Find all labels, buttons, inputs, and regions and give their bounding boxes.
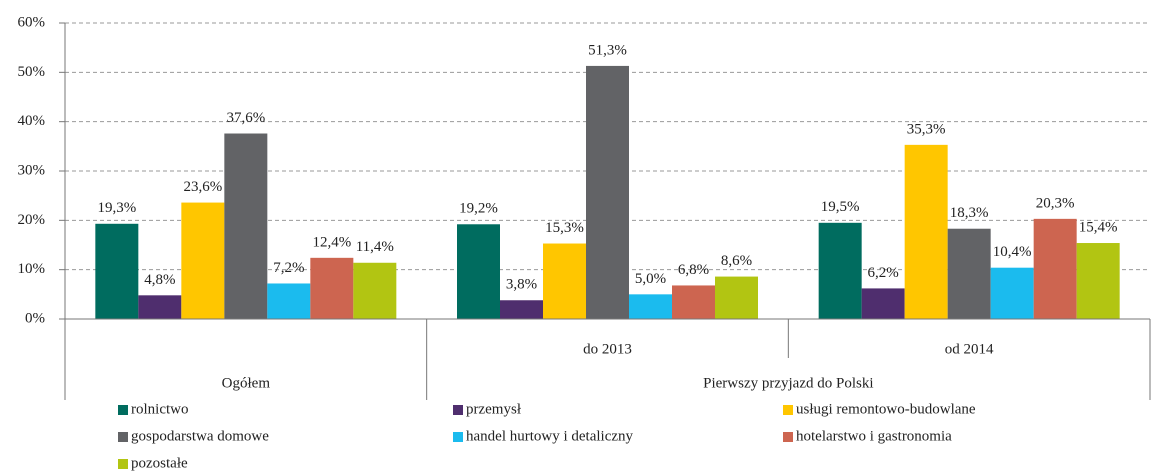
legend-label: rolnictwo: [131, 401, 189, 417]
bar: [543, 243, 586, 319]
legend-label: hotelarstwo i gastronomia: [796, 428, 952, 444]
bar: [457, 224, 500, 319]
legend-label: pozostałe: [131, 455, 188, 471]
value-label: 10,4%: [993, 244, 1032, 260]
category-group-label: Pierwszy przyjazd do Polski: [703, 375, 873, 391]
value-label: 15,4%: [1079, 219, 1118, 235]
bar: [95, 223, 139, 319]
legend-swatch: [783, 405, 793, 415]
bar: [500, 300, 543, 319]
bar: [353, 262, 397, 319]
value-label: 8,6%: [721, 253, 752, 269]
legend-label: przemysł: [466, 401, 522, 417]
bar: [181, 202, 225, 319]
value-label: 11,4%: [356, 239, 394, 255]
legend-swatch: [118, 432, 128, 442]
value-label: 7,2%: [273, 260, 304, 276]
legend-label: handel hurtowy i detaliczny: [466, 428, 634, 444]
bar: [861, 288, 905, 319]
value-label: 19,5%: [821, 199, 860, 215]
value-label: 35,3%: [907, 121, 946, 137]
bar: [904, 144, 948, 319]
legend-swatch: [118, 405, 128, 415]
bar: [1076, 243, 1120, 319]
x-tick-label: od 2014: [945, 341, 994, 357]
bar: [1033, 218, 1077, 319]
legend-swatch: [453, 432, 463, 442]
bar: [586, 65, 629, 319]
y-tick-label: 20%: [18, 212, 46, 228]
value-label: 19,3%: [97, 200, 136, 216]
value-label: 6,8%: [678, 262, 709, 278]
value-label: 15,3%: [545, 220, 584, 236]
value-label: 4,8%: [144, 272, 175, 288]
value-label: 3,8%: [506, 277, 537, 293]
legend-label: gospodarstwa domowe: [131, 428, 269, 444]
y-tick-label: 0%: [25, 310, 45, 326]
value-label: 6,2%: [868, 265, 899, 281]
y-tick-label: 30%: [18, 162, 46, 178]
value-label: 20,3%: [1036, 195, 1075, 211]
bar: [672, 285, 715, 319]
y-tick-label: 40%: [18, 113, 46, 129]
bar: [224, 133, 268, 319]
value-label: 51,3%: [588, 42, 627, 58]
bar: [715, 276, 758, 319]
value-label: 37,6%: [226, 110, 265, 126]
legend-label: usługi remontowo-budowlane: [796, 401, 976, 417]
bar: [629, 294, 672, 319]
y-tick-label: 10%: [18, 261, 46, 277]
bar: [947, 228, 991, 319]
bar: [310, 257, 354, 319]
legend-swatch: [453, 405, 463, 415]
bar: [990, 267, 1034, 319]
x-tick-label: do 2013: [583, 341, 632, 357]
y-tick-label: 60%: [18, 14, 46, 30]
y-tick-label: 50%: [18, 64, 46, 80]
bar: [267, 283, 311, 319]
x-tick-label: Ogółem: [222, 375, 271, 391]
value-label: 5,0%: [635, 271, 666, 287]
value-label: 12,4%: [312, 234, 351, 250]
bar: [818, 222, 862, 319]
bar: [138, 295, 182, 319]
value-label: 18,3%: [950, 205, 989, 221]
value-label: 23,6%: [183, 179, 222, 195]
value-label: 19,2%: [459, 201, 498, 217]
legend-swatch: [783, 432, 793, 442]
legend-swatch: [118, 459, 128, 469]
